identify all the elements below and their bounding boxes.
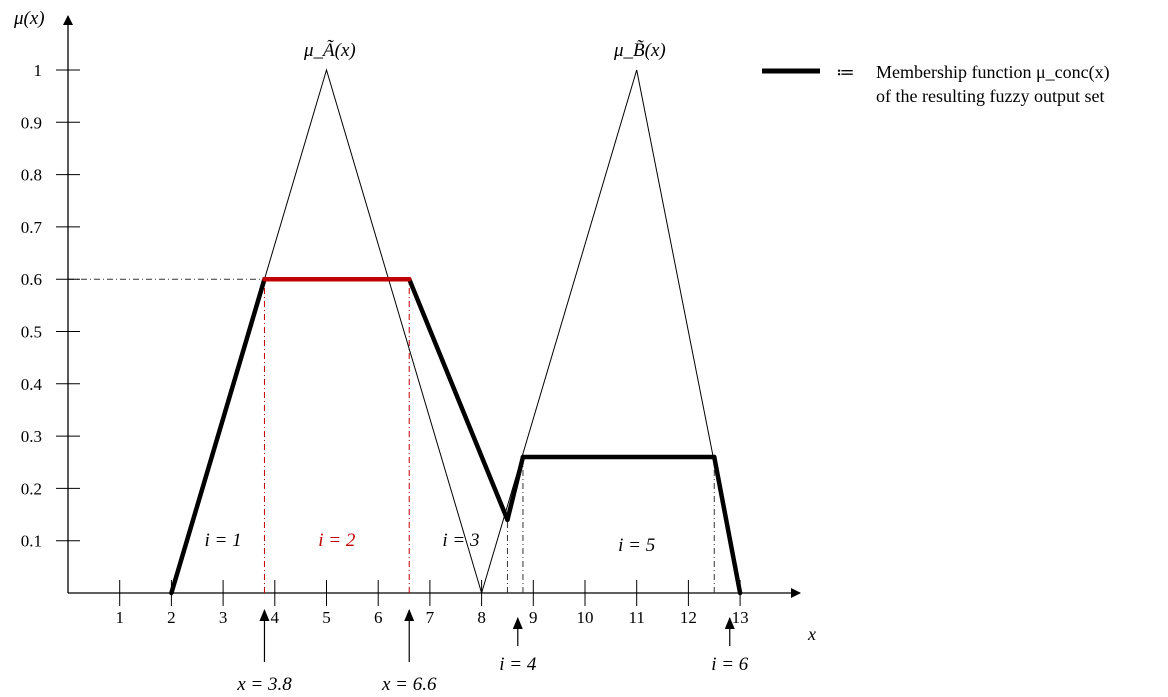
annotation-label-0: x = 3.8 [236,674,292,695]
x-tick-label-3: 3 [219,608,228,627]
region-label-0: i = 1 [205,530,242,551]
annotation-label-3: i = 6 [711,654,749,675]
series-label-a-text: μ_Ã(x) [303,40,356,61]
series-triangle-1 [481,69,741,594]
x-tick-label-9: 9 [529,608,538,627]
y-tick-label-0.4: 0.4 [21,375,43,394]
x-tick-label-10: 10 [577,608,594,627]
y-tick-label-0.5: 0.5 [21,323,42,342]
y-tick-label-0.2: 0.2 [21,479,42,498]
x-tick-label-7: 7 [426,608,435,627]
x-tick-label-11: 11 [629,608,645,627]
y-tick-label-0.7: 0.7 [21,218,43,237]
series-label-b-text: μ_B̃(x) [613,40,666,61]
y-tick-label-0.3: 0.3 [21,427,42,446]
y-tick-label-0.6: 0.6 [21,270,42,289]
legend: ≔ Membership function μ_conc(x) of the r… [762,62,1110,106]
legend-symbol: ≔ [836,62,855,82]
x-tick-label-4: 4 [271,608,280,627]
x-tick-label-12: 12 [680,608,697,627]
x-tick-label-1: 1 [115,608,124,627]
legend-line1: Membership function μ_conc(x) [876,62,1110,83]
result-segment-5 [712,454,743,596]
y-tick-label-1: 1 [34,61,43,80]
x-tick-label-8: 8 [477,608,486,627]
x-tick-label-6: 6 [374,608,383,627]
series-label-b: μ_B̃(x) [613,40,666,61]
y-axis-label: μ(x) [13,8,45,29]
result-segment-3 [505,454,526,523]
annotation-label-2: i = 4 [499,654,537,675]
x-tick-label-13: 13 [732,608,749,627]
legend-line2: of the resulting fuzzy output set [876,86,1104,106]
y-tick-label-0.9: 0.9 [21,113,42,132]
result-segment-0 [169,276,267,596]
region-label-1: i = 2 [318,530,356,551]
y-tick-label-0.8: 0.8 [21,166,42,185]
result-segment-2 [406,276,510,523]
region-label-2: i = 3 [442,530,479,551]
series-triangle-0 [170,68,483,594]
series-label-a: μ_Ã(x) [303,40,356,61]
x-axis-label: x [807,624,816,644]
y-tick-label-0.1: 0.1 [21,532,42,551]
x-tick-label-2: 2 [167,608,176,627]
region-label-3: i = 5 [618,535,655,556]
x-tick-label-5: 5 [322,608,331,627]
annotation-label-1: x = 6.6 [381,674,437,695]
